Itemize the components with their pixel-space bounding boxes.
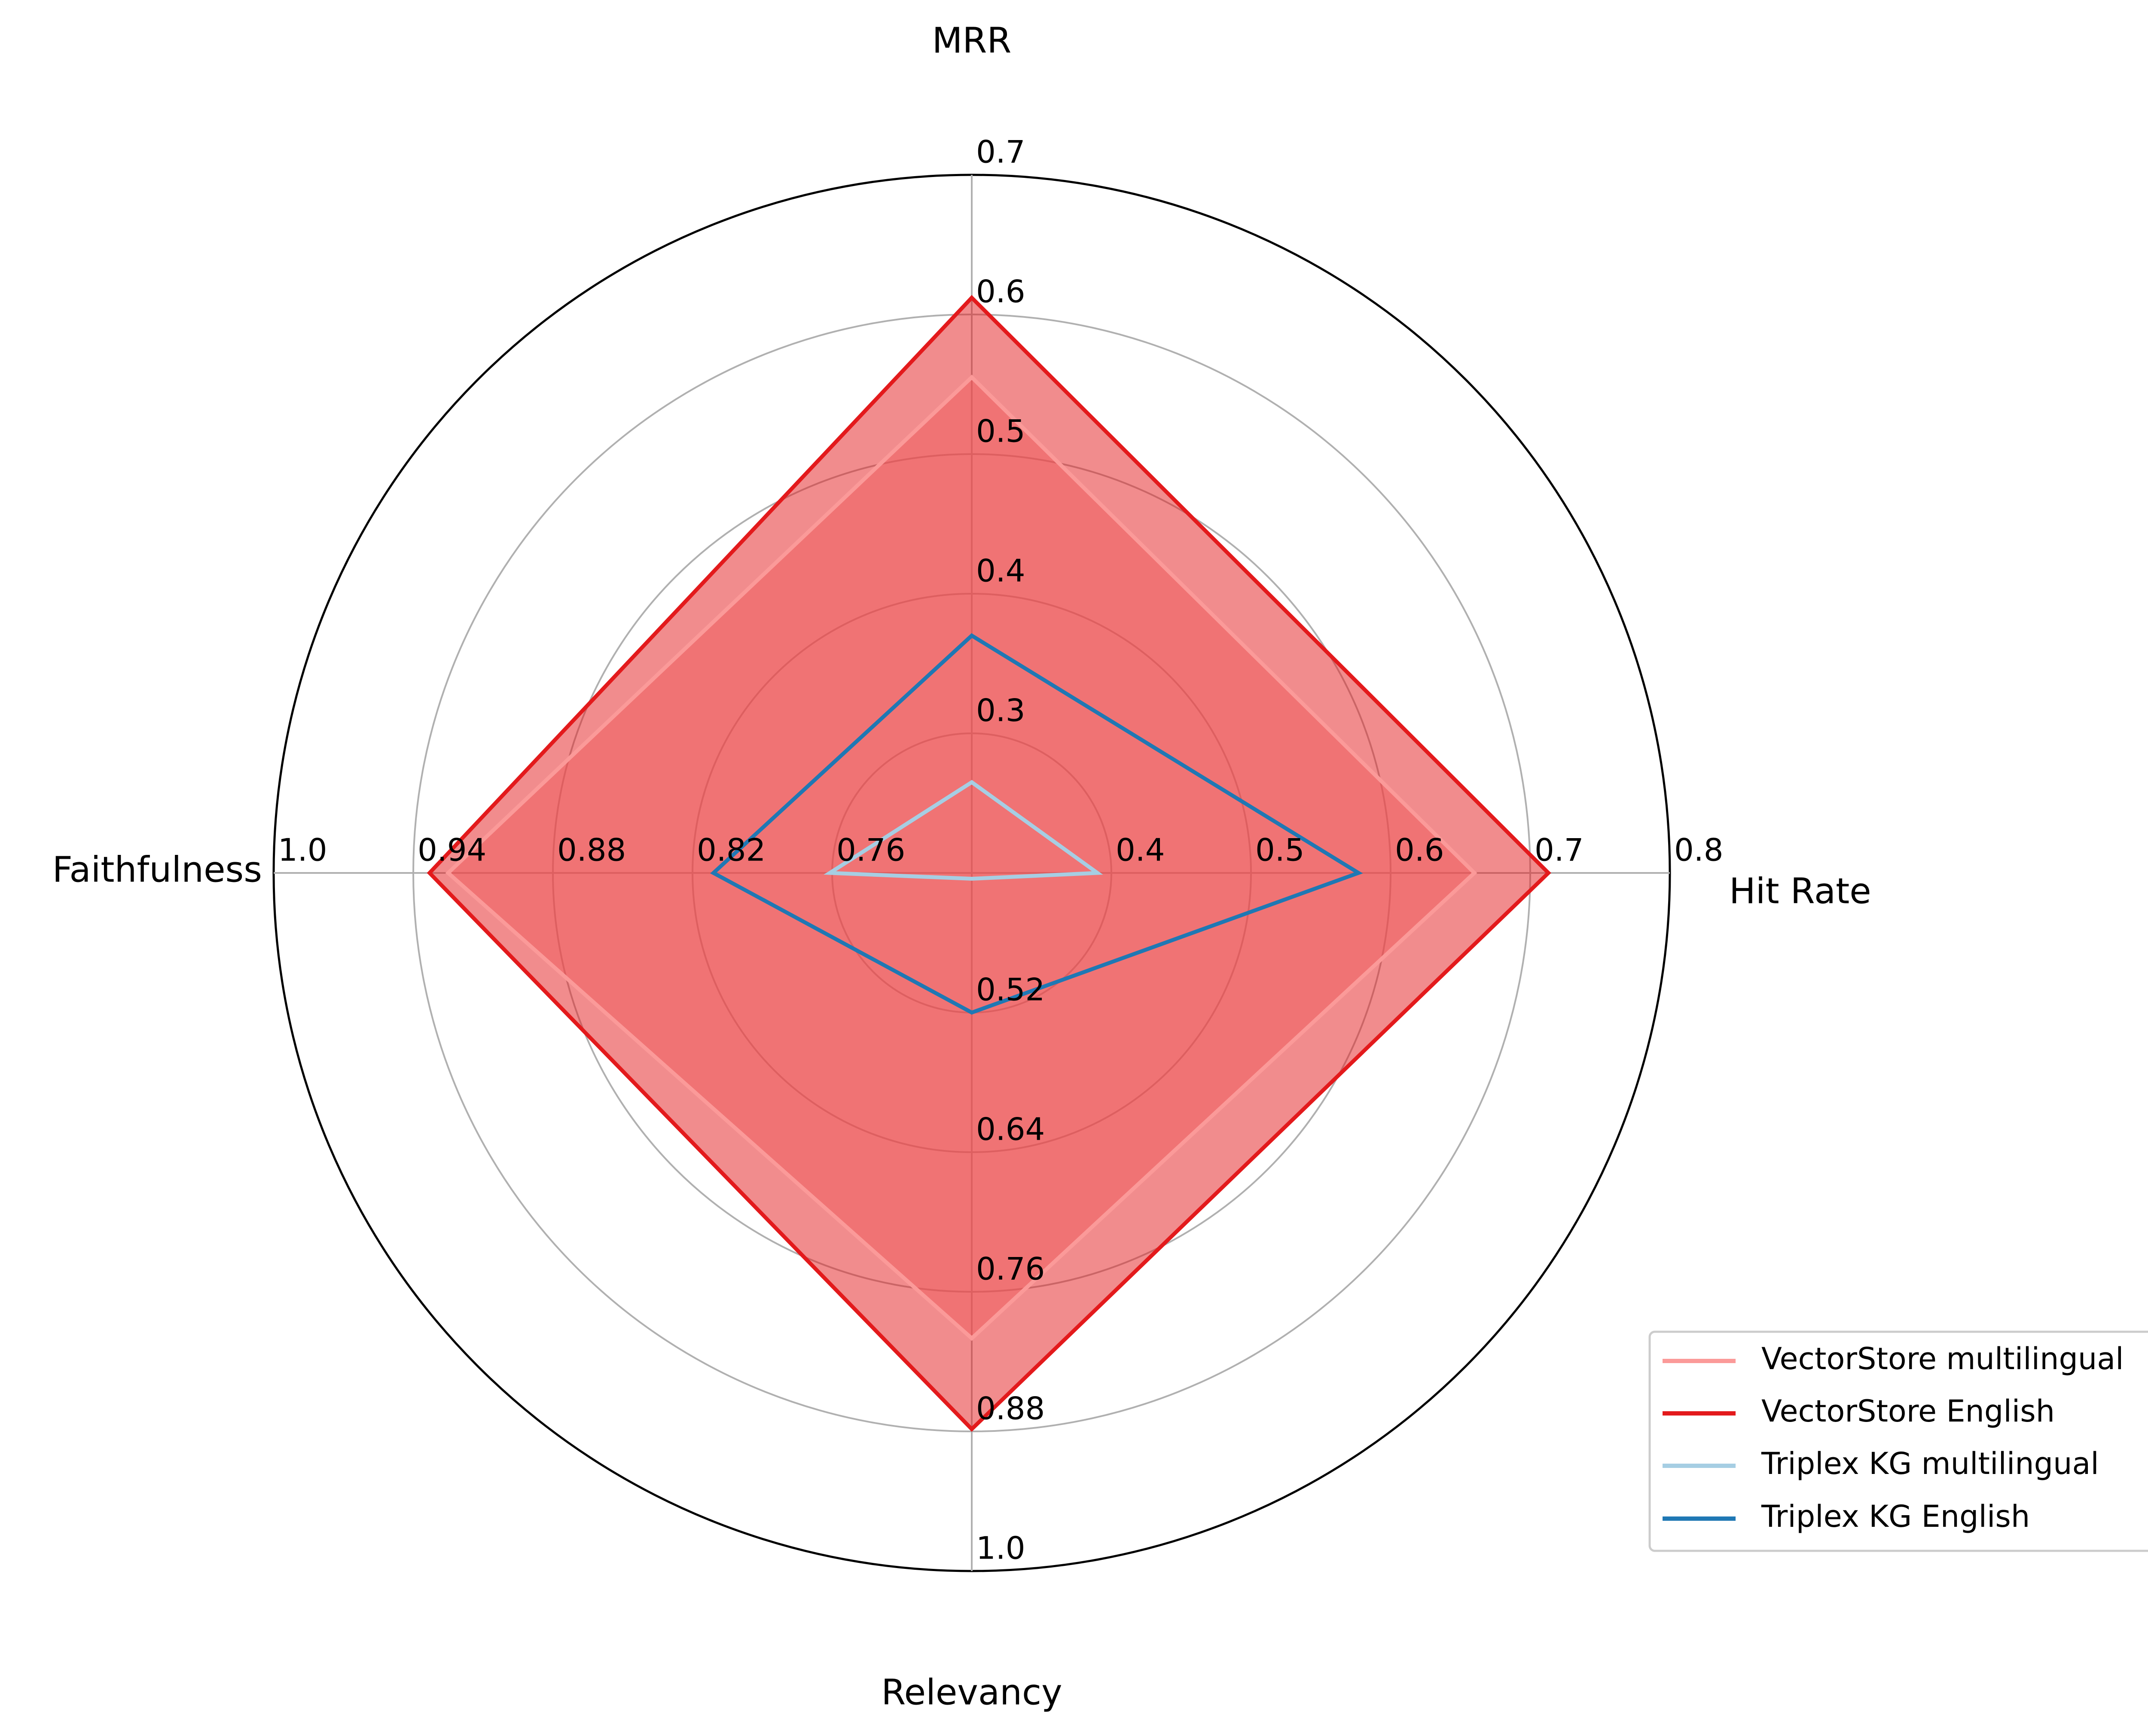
series-line-vectorstore-multilingual xyxy=(445,374,1477,1341)
tick-label-faithfulness: 0.82 xyxy=(697,832,766,868)
legend-frame xyxy=(1648,1330,2148,1552)
axis-label-faithfulness: Faithfulness xyxy=(52,849,262,890)
tick-label-relevancy: 1.0 xyxy=(976,1530,1025,1566)
tick-label-hit-rate: 0.8 xyxy=(1674,832,1724,868)
axis-label-hit-rate: Hit Rate xyxy=(1729,871,1871,912)
legend-label-triplex-kg-english: Triplex KG English xyxy=(1761,1499,2030,1534)
tick-label-relevancy: 0.52 xyxy=(976,972,1045,1008)
tick-label-mrr: 0.5 xyxy=(976,413,1025,449)
tick-label-mrr: 0.3 xyxy=(976,693,1025,729)
series-lines xyxy=(427,295,1551,1432)
tick-labels: 0.3 0.4 0.5 0.6 0.7 0.4 0.5 0.6 0.7 0.8 0.52 0.64 0.… xyxy=(278,134,1724,1566)
tick-label-faithfulness: 1.0 xyxy=(278,832,327,868)
series-fill-vectorstore-english xyxy=(429,298,1549,1429)
series-line-vectorstore-english xyxy=(427,295,1551,1432)
tick-label-mrr: 0.6 xyxy=(976,274,1025,310)
axis-label-mrr: MRR xyxy=(932,20,1012,61)
tick-label-hit-rate: 0.6 xyxy=(1395,832,1444,868)
tick-label-relevancy: 0.64 xyxy=(976,1111,1045,1147)
series-line-triplex-kg-multilingual xyxy=(824,780,1103,881)
tick-label-hit-rate: 0.5 xyxy=(1255,832,1305,868)
tick-label-faithfulness: 0.76 xyxy=(836,832,905,868)
tick-label-relevancy: 0.88 xyxy=(976,1391,1045,1427)
tick-label-mrr: 0.7 xyxy=(976,134,1025,170)
legend-label-vectorstore-multilingual: VectorStore multilingual xyxy=(1761,1341,2124,1376)
legend-label-triplex-kg-multilingual: Triplex KG multilingual xyxy=(1761,1446,2099,1481)
tick-label-mrr: 0.4 xyxy=(976,553,1025,589)
legend-label-vectorstore-english: VectorStore English xyxy=(1761,1394,2055,1429)
tick-label-faithfulness: 0.94 xyxy=(418,832,486,868)
series-fills xyxy=(429,298,1549,1429)
axis-label-relevancy: Relevancy xyxy=(881,1672,1062,1713)
tick-label-relevancy: 0.76 xyxy=(976,1251,1045,1287)
series-line-triplex-kg-english xyxy=(710,633,1363,1015)
tick-label-hit-rate: 0.4 xyxy=(1116,832,1165,868)
tick-label-hit-rate: 0.7 xyxy=(1535,832,1584,868)
tick-label-faithfulness: 0.88 xyxy=(557,832,626,868)
legend: VectorStore multilingual VectorStore Eng… xyxy=(1648,1330,2148,1552)
